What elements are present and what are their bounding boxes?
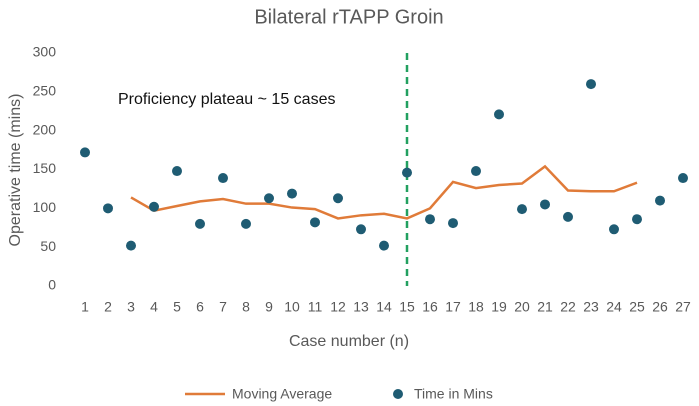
data-point <box>195 218 205 229</box>
data-point <box>678 173 688 184</box>
x-tick-label: 14 <box>376 299 392 315</box>
annotation-box <box>106 86 376 114</box>
annotation-text: Proficiency plateau ~ 15 cases <box>118 91 335 108</box>
data-point <box>609 224 619 235</box>
x-tick-label: 6 <box>196 299 204 315</box>
data-point <box>126 240 136 251</box>
x-tick-label: 1 <box>81 299 89 315</box>
data-point <box>586 79 596 90</box>
x-tick-label: 16 <box>422 299 438 315</box>
x-tick-label: 11 <box>308 299 323 315</box>
data-point <box>540 199 550 210</box>
data-point <box>310 217 320 228</box>
x-tick-label: 24 <box>606 299 622 315</box>
x-tick-label: 23 <box>583 299 599 315</box>
data-point <box>379 240 389 251</box>
legend-label: Moving Average <box>232 386 332 402</box>
data-point <box>287 188 297 199</box>
data-point <box>80 147 90 158</box>
y-tick-label: 150 <box>33 160 57 176</box>
moving-average-line <box>130 164 638 220</box>
y-axis-label: Operative time (mins) <box>7 94 24 247</box>
data-point <box>563 211 573 222</box>
x-tick-label: 3 <box>127 299 135 315</box>
data-point <box>425 214 435 225</box>
chart-title: Bilateral rTAPP Groin <box>254 6 443 28</box>
data-point <box>517 204 527 215</box>
data-point <box>402 167 412 178</box>
data-point <box>448 218 458 229</box>
x-tick-label: 26 <box>652 299 668 315</box>
x-tick-label: 13 <box>353 299 369 315</box>
data-point <box>172 166 182 177</box>
data-point <box>632 214 642 225</box>
x-axis-label: Case number (n) <box>289 333 409 350</box>
data-point <box>103 203 113 214</box>
x-tick-label: 4 <box>150 299 158 315</box>
x-tick-label: 12 <box>330 299 346 315</box>
x-tick-label: 27 <box>675 299 691 315</box>
y-tick-label: 100 <box>33 199 57 215</box>
data-point <box>149 201 159 212</box>
data-point <box>494 109 504 120</box>
y-tick-label: 250 <box>33 83 57 99</box>
x-tick-label: 8 <box>242 299 250 315</box>
data-point <box>333 193 343 204</box>
y-tick-label: 50 <box>40 238 56 254</box>
y-tick-label: 200 <box>33 121 57 137</box>
data-point <box>356 224 366 235</box>
data-point <box>241 218 251 229</box>
x-tick-label: 9 <box>265 299 273 315</box>
legend-label: Time in Mins <box>414 386 493 402</box>
legend-swatch <box>393 389 403 399</box>
x-tick-label: 22 <box>560 299 576 315</box>
x-tick-label: 20 <box>514 299 530 315</box>
y-tick-label: 0 <box>48 277 56 293</box>
x-tick-label: 21 <box>537 299 553 315</box>
x-tick-label: 2 <box>104 299 112 315</box>
x-tick-label: 18 <box>468 299 484 315</box>
x-tick-label: 15 <box>399 299 415 315</box>
data-point <box>264 193 274 204</box>
data-point <box>218 173 228 184</box>
data-point <box>655 195 665 206</box>
x-tick-label: 25 <box>629 299 645 315</box>
x-tick-label: 19 <box>491 299 507 315</box>
x-tick-label: 10 <box>284 299 300 315</box>
x-tick-label: 7 <box>219 299 227 315</box>
data-point <box>471 166 481 177</box>
x-tick-label: 17 <box>445 299 461 315</box>
x-tick-label: 5 <box>173 299 181 315</box>
y-tick-label: 300 <box>33 44 57 60</box>
